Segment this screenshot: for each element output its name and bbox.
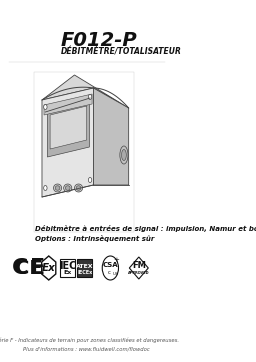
Circle shape: [44, 105, 47, 109]
Text: c: c: [107, 269, 110, 274]
Text: APPROVED: APPROVED: [128, 271, 150, 275]
Polygon shape: [42, 88, 93, 197]
Circle shape: [44, 185, 47, 190]
Text: Série F - Indicateurs de terrain pour zones classifiées et dangereuses.: Série F - Indicateurs de terrain pour zo…: [0, 337, 179, 343]
Text: IECEx: IECEx: [77, 270, 92, 275]
Ellipse shape: [55, 186, 60, 190]
Text: CSA: CSA: [103, 262, 118, 268]
Text: Options : Intrinsèquement sûr: Options : Intrinsèquement sûr: [35, 235, 155, 241]
Text: FM: FM: [132, 261, 146, 270]
Text: CE: CE: [15, 258, 42, 278]
Text: US: US: [113, 272, 119, 276]
Text: ATEX: ATEX: [76, 264, 93, 269]
Text: E: E: [30, 258, 45, 278]
Ellipse shape: [120, 146, 128, 164]
Circle shape: [102, 256, 119, 280]
Text: F012-P: F012-P: [61, 30, 137, 50]
Text: Ex: Ex: [63, 270, 72, 275]
Polygon shape: [42, 256, 56, 280]
Text: Plus d'informations : www.fluidwell.com/flowdoc: Plus d'informations : www.fluidwell.com/…: [23, 346, 150, 352]
Polygon shape: [44, 94, 92, 115]
Polygon shape: [129, 257, 148, 279]
Text: DÉBITMÈTRE/TOTALISATEUR: DÉBITMÈTRE/TOTALISATEUR: [61, 47, 182, 56]
Ellipse shape: [64, 184, 72, 192]
Polygon shape: [47, 100, 89, 157]
Text: +: +: [113, 257, 119, 263]
FancyBboxPatch shape: [60, 259, 75, 277]
Circle shape: [88, 177, 92, 182]
Circle shape: [88, 94, 92, 100]
FancyBboxPatch shape: [77, 259, 92, 277]
Polygon shape: [50, 106, 87, 149]
Ellipse shape: [76, 186, 81, 190]
Ellipse shape: [54, 184, 62, 192]
Ellipse shape: [122, 150, 126, 160]
Text: Débitmètre à entrées de signal : impulsion, Namur et bobine: Débitmètre à entrées de signal : impulsi…: [35, 224, 256, 232]
Ellipse shape: [65, 186, 70, 190]
Polygon shape: [93, 88, 129, 185]
Text: C: C: [12, 258, 28, 278]
Polygon shape: [42, 75, 129, 108]
Text: IEC: IEC: [59, 261, 76, 271]
Text: Ex: Ex: [42, 263, 56, 273]
Ellipse shape: [74, 184, 83, 192]
